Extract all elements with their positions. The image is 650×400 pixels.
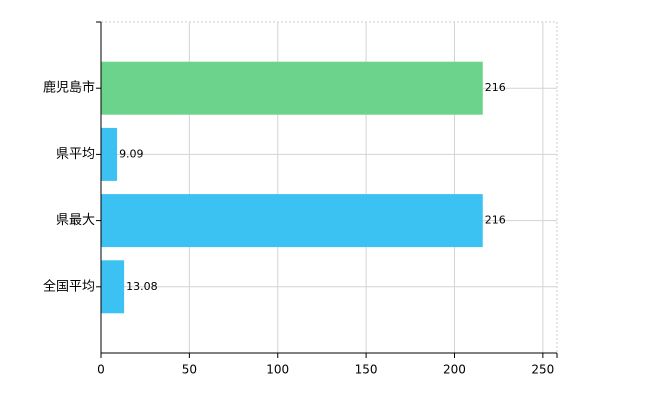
x-tick-label: 0 <box>97 363 105 377</box>
x-tick-label: 250 <box>531 363 554 377</box>
bar <box>101 194 483 248</box>
bar <box>101 61 483 115</box>
value-label: 13.08 <box>126 280 157 293</box>
x-tick-label: 150 <box>355 363 378 377</box>
bar <box>101 127 118 181</box>
y-tick-label: 県平均 <box>56 147 95 162</box>
x-tick-label: 200 <box>443 363 466 377</box>
x-tick-label: 100 <box>266 363 289 377</box>
value-label: 216 <box>485 81 506 94</box>
bar <box>101 260 125 314</box>
y-tick-label: 県最大 <box>56 213 95 228</box>
x-tick-label: 50 <box>182 363 197 377</box>
y-tick-label: 鹿児島市 <box>43 80 95 96</box>
value-label: 9.09 <box>119 147 143 160</box>
y-tick-label: 全国平均 <box>43 278 95 294</box>
value-label: 216 <box>485 214 506 227</box>
